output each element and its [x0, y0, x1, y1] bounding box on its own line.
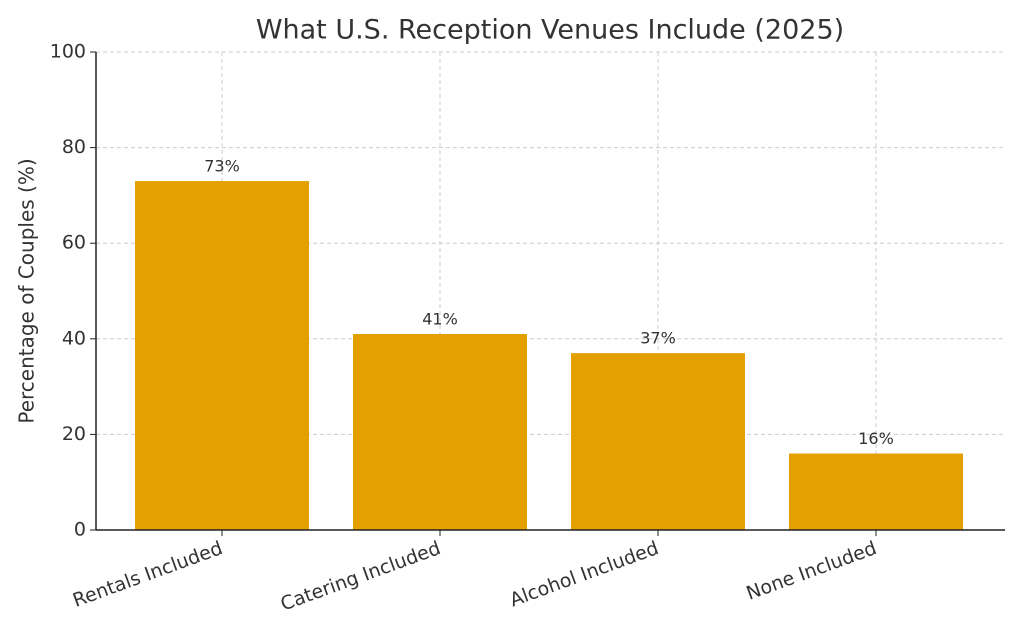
- x-tick-label: Rentals Included: [70, 537, 226, 612]
- y-axis-label: Percentage of Couples (%): [15, 158, 39, 423]
- x-tick-label: None Included: [743, 537, 879, 604]
- value-label: 73%: [204, 157, 240, 176]
- x-tick-label: Catering Included: [278, 537, 444, 615]
- bar: [135, 181, 309, 530]
- y-tick-label: 0: [74, 519, 86, 541]
- y-tick-label: 60: [62, 232, 86, 254]
- bar: [353, 334, 527, 530]
- chart-title: What U.S. Reception Venues Include (2025…: [256, 15, 844, 46]
- value-label: 16%: [858, 429, 894, 448]
- value-label: 37%: [640, 329, 676, 348]
- bars: [135, 181, 963, 530]
- bar: [789, 453, 963, 530]
- y-tick-label: 40: [62, 327, 86, 349]
- y-tick-label: 100: [50, 41, 86, 63]
- y-tick-label: 20: [62, 423, 86, 445]
- y-tick-label: 80: [62, 136, 86, 158]
- x-tick-label: Alcohol Included: [507, 537, 662, 611]
- bar: [571, 353, 745, 530]
- value-label: 41%: [422, 310, 458, 329]
